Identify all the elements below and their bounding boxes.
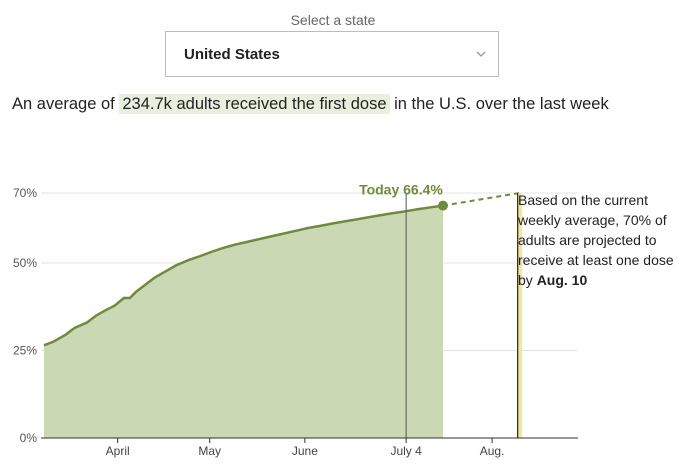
y-tick-label: 0%: [20, 431, 38, 445]
y-tick-layer: 0% 25% 50% 70%: [13, 186, 37, 445]
today-dot: [437, 200, 448, 211]
projection-annotation: Based on the current weekly average, 70%…: [518, 190, 683, 290]
state-select[interactable]: United States: [165, 31, 499, 77]
state-select-value: United States: [184, 46, 280, 63]
x-tick-label: Aug.: [480, 444, 505, 458]
x-tick-label: July 4: [390, 444, 422, 458]
today-label: Today 66.4%: [359, 182, 443, 198]
x-tick-label: May: [198, 444, 221, 458]
annotation-date: Aug. 10: [536, 272, 588, 288]
chevron-down-icon: [476, 51, 486, 57]
target-date-band: [517, 193, 523, 438]
marker-layer: [405, 193, 523, 438]
series-line: [43, 204, 444, 347]
projection-line: [442, 192, 520, 207]
state-select-label: Select a state: [290, 12, 376, 28]
x-tick-label: April: [106, 444, 130, 458]
summary-prefix: An average of: [12, 95, 115, 113]
area-fill: [44, 205, 443, 438]
x-tick-label: June: [292, 444, 318, 458]
summary-suffix: in the U.S. over the last week: [394, 95, 609, 113]
x-tick-layer: April May June July 4 Aug.: [106, 438, 505, 458]
summary-sentence: An average of 234.7k adults received the…: [12, 94, 609, 114]
y-tick-label: 70%: [13, 186, 37, 200]
y-tick-label: 25%: [13, 344, 37, 358]
summary-highlight: 234.7k adults received the first dose: [119, 94, 390, 114]
y-tick-label: 50%: [13, 256, 37, 270]
annotation-text: Based on the current weekly average, 70%…: [518, 192, 674, 288]
